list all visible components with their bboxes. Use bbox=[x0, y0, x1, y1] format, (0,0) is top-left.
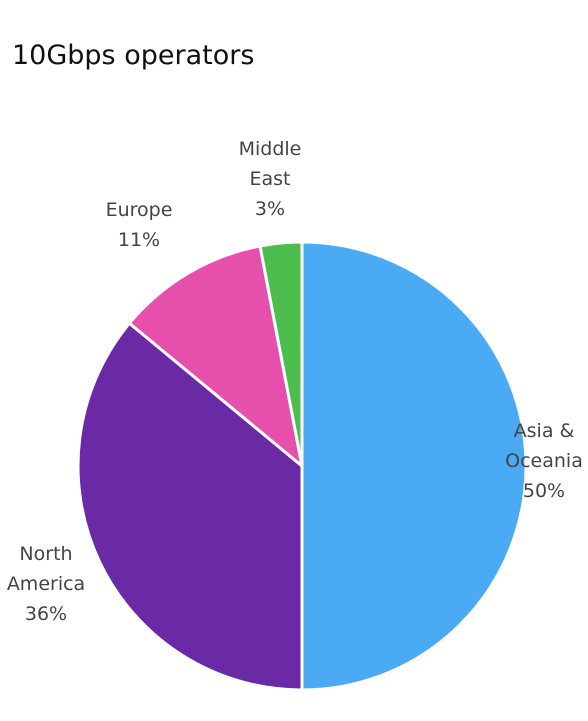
slice-name-label-3: Middle bbox=[239, 138, 302, 160]
slice-name-label-0: Asia & bbox=[514, 420, 575, 442]
pie-slice-0 bbox=[300, 240, 528, 692]
chart-title: 10Gbps operators bbox=[12, 40, 255, 71]
slice-value-label-1: 36% bbox=[25, 603, 67, 625]
pie-slice-1 bbox=[76, 321, 304, 692]
slice-name-label-2: Europe bbox=[106, 199, 173, 221]
slice-label-0: Asia & Oceania 50% bbox=[505, 420, 583, 502]
slice-label-1: North America 36% bbox=[7, 543, 85, 625]
slice-label-3: Middle East 3% bbox=[239, 138, 302, 220]
slice-name-label-1: America bbox=[7, 573, 85, 595]
slice-label-2: Europe 11% bbox=[106, 199, 173, 251]
slice-value-label-3: 3% bbox=[255, 198, 285, 220]
slice-name-label-3: East bbox=[250, 168, 291, 190]
pie-slice-3 bbox=[258, 240, 304, 468]
slice-name-label-1: North bbox=[19, 543, 72, 565]
slice-name-label-0: Oceania bbox=[505, 450, 583, 472]
slice-value-label-2: 11% bbox=[118, 229, 160, 251]
slice-value-label-0: 50% bbox=[523, 480, 565, 502]
pie-slice-2 bbox=[127, 244, 304, 468]
